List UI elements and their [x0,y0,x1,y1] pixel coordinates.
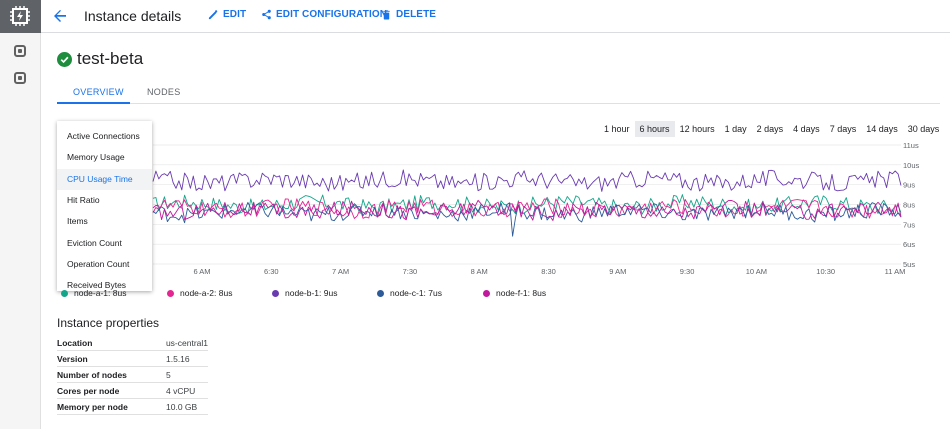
legend-item-node-c-1: node-c-1: 7us [377,287,442,299]
time-range-6-hours[interactable]: 6 hours [634,121,675,137]
series-line-node-b-1 [152,169,902,192]
y-tick-label: 6us [903,240,915,249]
legend-item-node-b-1: node-b-1: 9us [272,287,337,299]
y-tick-label: 11us [903,141,919,150]
time-range-7-days[interactable]: 7 days [829,124,857,134]
cpu-usage-chart: 11us 10us 9us 8us 7us 6us 5us 6 AM 6:30 7 AM 7:30 8… [152,141,920,276]
property-key: Cores per node [57,385,120,396]
metric-menu-item[interactable]: Operation Count [67,258,130,269]
metric-menu-item[interactable]: Hit Ratio [67,194,100,205]
property-key: Location [57,337,93,348]
x-tick-label: 10 AM [746,267,767,276]
legend-swatch [377,289,384,297]
property-key: Number of nodes [57,369,127,380]
edit-configuration-button[interactable]: EDIT CONFIGURATION [261,9,387,20]
time-range-1-day[interactable]: 1 day [724,124,747,134]
product-logo-bar [0,0,41,33]
property-key: Memory per node [57,401,128,412]
tab-overview[interactable]: OVERVIEW [73,87,124,97]
y-tick-label: 5us [903,260,915,269]
legend-item-node-a-1: node-a-1: 8us [61,287,126,299]
series-line-node-a-1 [152,194,902,216]
metric-menu-item[interactable]: Received Bytes [67,280,127,291]
instances-nav-icon[interactable] [14,45,26,57]
x-tick-label: 6:30 [264,267,279,276]
metric-menu-item[interactable]: Active Connections [67,131,140,141]
y-tick-label: 7us [903,220,915,229]
active-tab-indicator [57,102,130,104]
series-line-node-f-1 [152,199,902,221]
back-arrow-icon[interactable] [51,7,69,25]
metric-menu-item[interactable]: CPU Usage Time [57,168,152,190]
property-row: Cores per node 4 vCPU [57,383,208,399]
x-tick-label: 9 AM [609,267,626,276]
time-range-14-days[interactable]: 14 days [866,124,898,134]
delete-button-label: DELETE [396,9,437,20]
x-tick-label: 7:30 [403,267,418,276]
trash-icon [383,10,390,20]
pencil-icon [208,10,218,20]
status-check-icon [57,52,72,67]
y-tick-label: 8us [903,201,915,210]
share-icon [262,9,271,20]
property-value: us-central1 [165,337,209,348]
x-tick-label: 7 AM [332,267,349,276]
property-row: Version 1.5.16 [57,351,208,367]
metric-menu-item[interactable]: Items [67,216,88,227]
metric-menu-item[interactable]: Eviction Count [67,237,122,248]
memorystore-logo-icon[interactable] [9,5,31,27]
x-tick-label: 10:30 [816,267,835,276]
legend-item-node-a-2: node-a-2: 8us [167,287,232,299]
time-range-selector: 1 hour 6 hours 12 hours 1 day 2 days 4 days 7 … [599,121,944,137]
metric-dropdown-menu: Active Connections Memory Usage CPU Usage … [57,121,152,291]
property-value: 10.0 GB [166,401,198,412]
instance-name: test-beta [77,49,144,68]
left-nav-rail [0,0,41,429]
legend-label: node-f-1: 8us [496,288,547,298]
edit-button[interactable]: EDIT [208,9,246,20]
x-tick-label: 8:30 [541,267,556,276]
time-range-4-days[interactable]: 4 days [793,124,820,134]
series-line-node-c-1 [152,201,902,237]
property-value: 5 [166,369,171,380]
property-row: Memory per node 10.0 GB [57,399,208,415]
edit-configuration-label: EDIT CONFIGURATION [276,9,388,20]
delete-button[interactable]: DELETE [381,9,436,20]
series-line-node-a-2 [152,198,902,219]
x-tick-label: 11 AM [885,267,906,276]
time-range-30-days[interactable]: 30 days [907,124,940,134]
page-title: Instance details [84,8,182,24]
legend-swatch [272,289,279,297]
tab-bar: OVERVIEW NODES [57,84,940,104]
x-tick-label: 9:30 [680,267,695,276]
property-row: Number of nodes 5 [57,367,208,383]
x-tick-label: 8 AM [471,267,488,276]
y-tick-label: 9us [903,181,915,190]
edit-button-label: EDIT [223,9,247,20]
metric-menu-item[interactable]: Memory Usage [67,152,125,163]
time-range-1-hour[interactable]: 1 hour [604,124,630,134]
legend-label: node-a-2: 8us [180,288,233,298]
property-key: Version [57,353,88,364]
legend-swatch [167,289,174,297]
property-value: 1.5.16 [166,353,190,364]
property-value: 4 vCPU [166,385,196,396]
property-row: Location us-central1 [57,335,208,351]
page-header: Instance details EDIT EDIT CONFIGURATION… [41,0,950,33]
time-range-12-hours[interactable]: 12 hours [679,124,715,134]
legend-label: node-c-1: 7us [390,288,442,298]
storage-nav-icon[interactable] [14,72,26,84]
legend-swatch [61,289,68,297]
y-tick-label: 10us [903,161,920,170]
properties-table: Location us-central1 Version 1.5.16 Number o… [57,335,208,415]
properties-title: Instance properties [57,316,160,330]
tab-nodes[interactable]: NODES [147,87,181,97]
legend-label: node-b-1: 9us [285,288,338,298]
x-tick-label: 6 AM [193,267,210,276]
legend-item-node-f-1: node-f-1: 8us [483,287,546,299]
legend-label: node-a-1: 8us [74,288,127,298]
time-range-2-days[interactable]: 2 days [756,124,784,134]
legend-swatch [483,289,490,297]
